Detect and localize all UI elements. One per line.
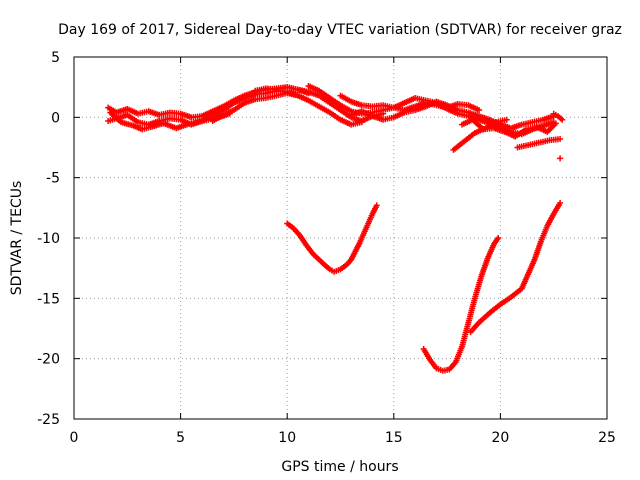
data-point [476,107,483,114]
data-point [557,136,564,143]
x-tick-label: 10 [278,430,296,446]
y-tick-label: -10 [37,231,60,247]
plot-frame [73,56,608,420]
y-tick-label: -25 [37,412,60,428]
x-tick-label: 20 [491,430,509,446]
x-tick-label: 0 [70,430,79,446]
data-point [552,120,559,127]
y-tick-label: -5 [46,171,60,187]
x-axis-label: GPS time / hours [281,459,398,475]
data-point [495,235,502,241]
data-points [105,82,566,374]
y-tick-label: -15 [37,291,60,307]
data-point [559,116,566,123]
y-tick-label: -20 [37,352,60,368]
data-point [503,116,510,123]
x-tick-label: 5 [176,430,185,446]
data-point [557,155,564,162]
y-axis-label: SDTVAR / TECUs [9,181,25,296]
x-tick-label: 15 [385,430,403,446]
chart-title: Day 169 of 2017, Sidereal Day-to-day VTE… [58,22,622,38]
data-point [373,202,380,209]
x-tick-label: 25 [598,430,616,446]
data-point [557,200,564,207]
y-tick-label: 5 [51,50,60,66]
y-tick-label: 0 [51,110,60,126]
